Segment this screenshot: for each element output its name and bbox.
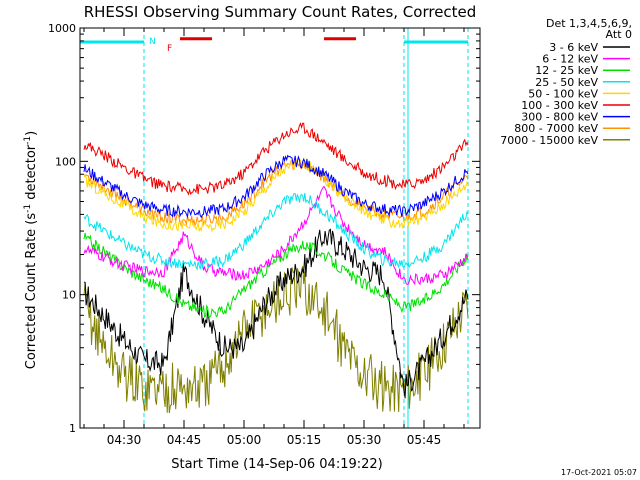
- series-line-5: [83, 122, 469, 196]
- legend-label-0: 3 - 6 keV: [549, 41, 598, 54]
- legend-label-5: 100 - 300 keV: [521, 99, 598, 112]
- y-axis-label-mid: detector: [24, 144, 39, 204]
- legend-label-6: 300 - 800 keV: [521, 111, 598, 124]
- y-axis-label-sup1: -1: [23, 204, 33, 213]
- legend-header-line1: Det 1,3,4,5,6,9,: [546, 17, 632, 30]
- chart-title: RHESSI Observing Summary Count Rates, Co…: [84, 3, 477, 21]
- y-tick-label: 100: [55, 155, 76, 168]
- y-axis-label-end: ): [24, 131, 39, 136]
- legend-label-7: 800 - 7000 keV: [514, 122, 598, 135]
- series-line-2: [83, 232, 469, 318]
- x-tick-label: 04:45: [167, 433, 202, 447]
- series-line-0: [83, 228, 469, 399]
- plot-frame: [79, 27, 481, 429]
- y-axis-label-main: Corrected Count Rate (s: [24, 213, 39, 370]
- x-tick-label: 05:15: [287, 433, 322, 447]
- legend-label-8: 7000 - 15000 keV: [500, 134, 598, 147]
- legend-label-2: 12 - 25 keV: [535, 64, 598, 77]
- legend-label-3: 25 - 50 keV: [535, 76, 598, 89]
- series-line-1: [83, 185, 469, 286]
- y-axis-label: Corrected Count Rate (s-1 detector-1): [23, 131, 39, 369]
- y-tick-label: 1000: [48, 22, 76, 35]
- x-tick-label: 04:30: [107, 433, 142, 447]
- y-axis-label-sup2: -1: [23, 136, 33, 145]
- legend-label-1: 6 - 12 keV: [542, 53, 598, 66]
- timestamp: 17-Oct-2021 05:07: [561, 468, 637, 477]
- x-tick-label: 05:00: [227, 433, 262, 447]
- y-tick-label: 1: [69, 422, 76, 435]
- x-axis-label: Start Time (14-Sep-06 04:19:22): [171, 457, 382, 472]
- series-line-4: [83, 157, 469, 233]
- flare-flag-label: F: [167, 44, 172, 54]
- night-flag-label: N: [149, 37, 156, 47]
- series-line-7: [83, 159, 469, 227]
- x-tick-label: 05:30: [347, 433, 382, 447]
- legend-label-4: 50 - 100 keV: [528, 87, 598, 100]
- legend-header-line2: Att 0: [606, 28, 632, 41]
- series-line-3: [83, 192, 469, 271]
- y-tick-label: 10: [62, 289, 76, 302]
- series-line-6: [83, 154, 469, 219]
- x-tick-label: 05:45: [407, 433, 442, 447]
